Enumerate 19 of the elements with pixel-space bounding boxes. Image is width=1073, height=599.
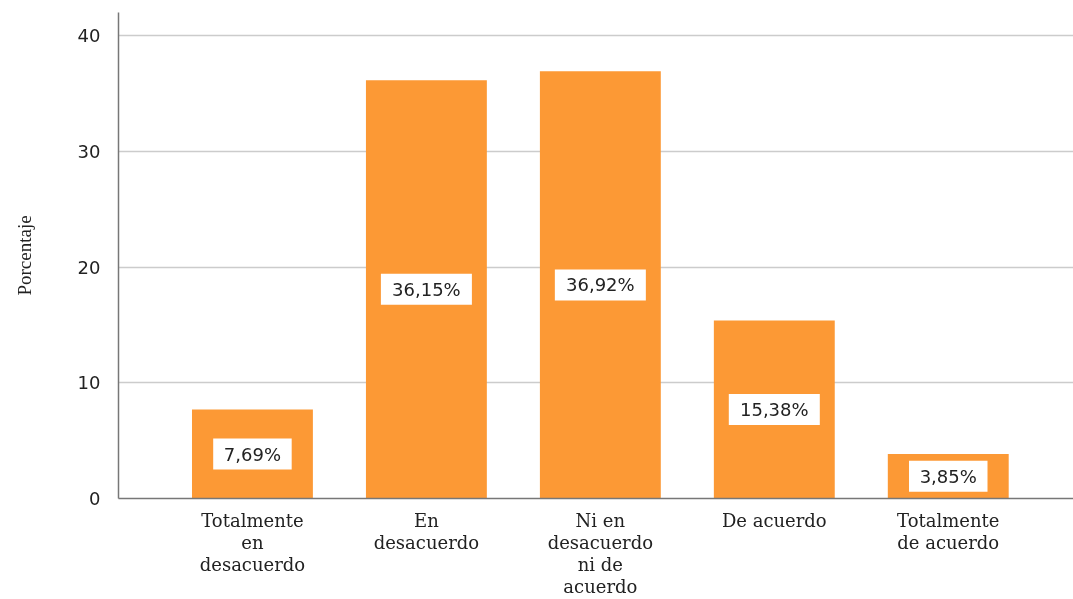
data-label: 7,69% xyxy=(223,443,282,465)
data-label: 36,92% xyxy=(566,274,635,296)
x-tick-label: Ni en desacuerdo ni de acuerdo xyxy=(547,509,654,597)
data-label: 3,85% xyxy=(919,465,977,487)
x-tick-label: De acuerdo xyxy=(721,509,827,531)
bar xyxy=(365,80,487,499)
y-tick-label: 20 xyxy=(77,256,101,278)
y-tick-label: 0 xyxy=(89,488,101,509)
y-tick-label: 40 xyxy=(77,25,101,47)
data-label: 15,38% xyxy=(739,399,809,421)
y-tick-label: 10 xyxy=(77,372,101,394)
y-tick-label: 30 xyxy=(77,140,101,162)
x-tick-label: En desacuerdo xyxy=(373,509,480,553)
x-tick-label: Totalmente en desacuerdo xyxy=(199,509,306,575)
bar xyxy=(713,320,835,499)
y-axis-title: Porcentaje xyxy=(13,215,35,296)
data-label: 36,15% xyxy=(392,278,461,300)
bar xyxy=(539,71,661,499)
x-tick-label: Totalmente de acuerdo xyxy=(897,509,1000,553)
